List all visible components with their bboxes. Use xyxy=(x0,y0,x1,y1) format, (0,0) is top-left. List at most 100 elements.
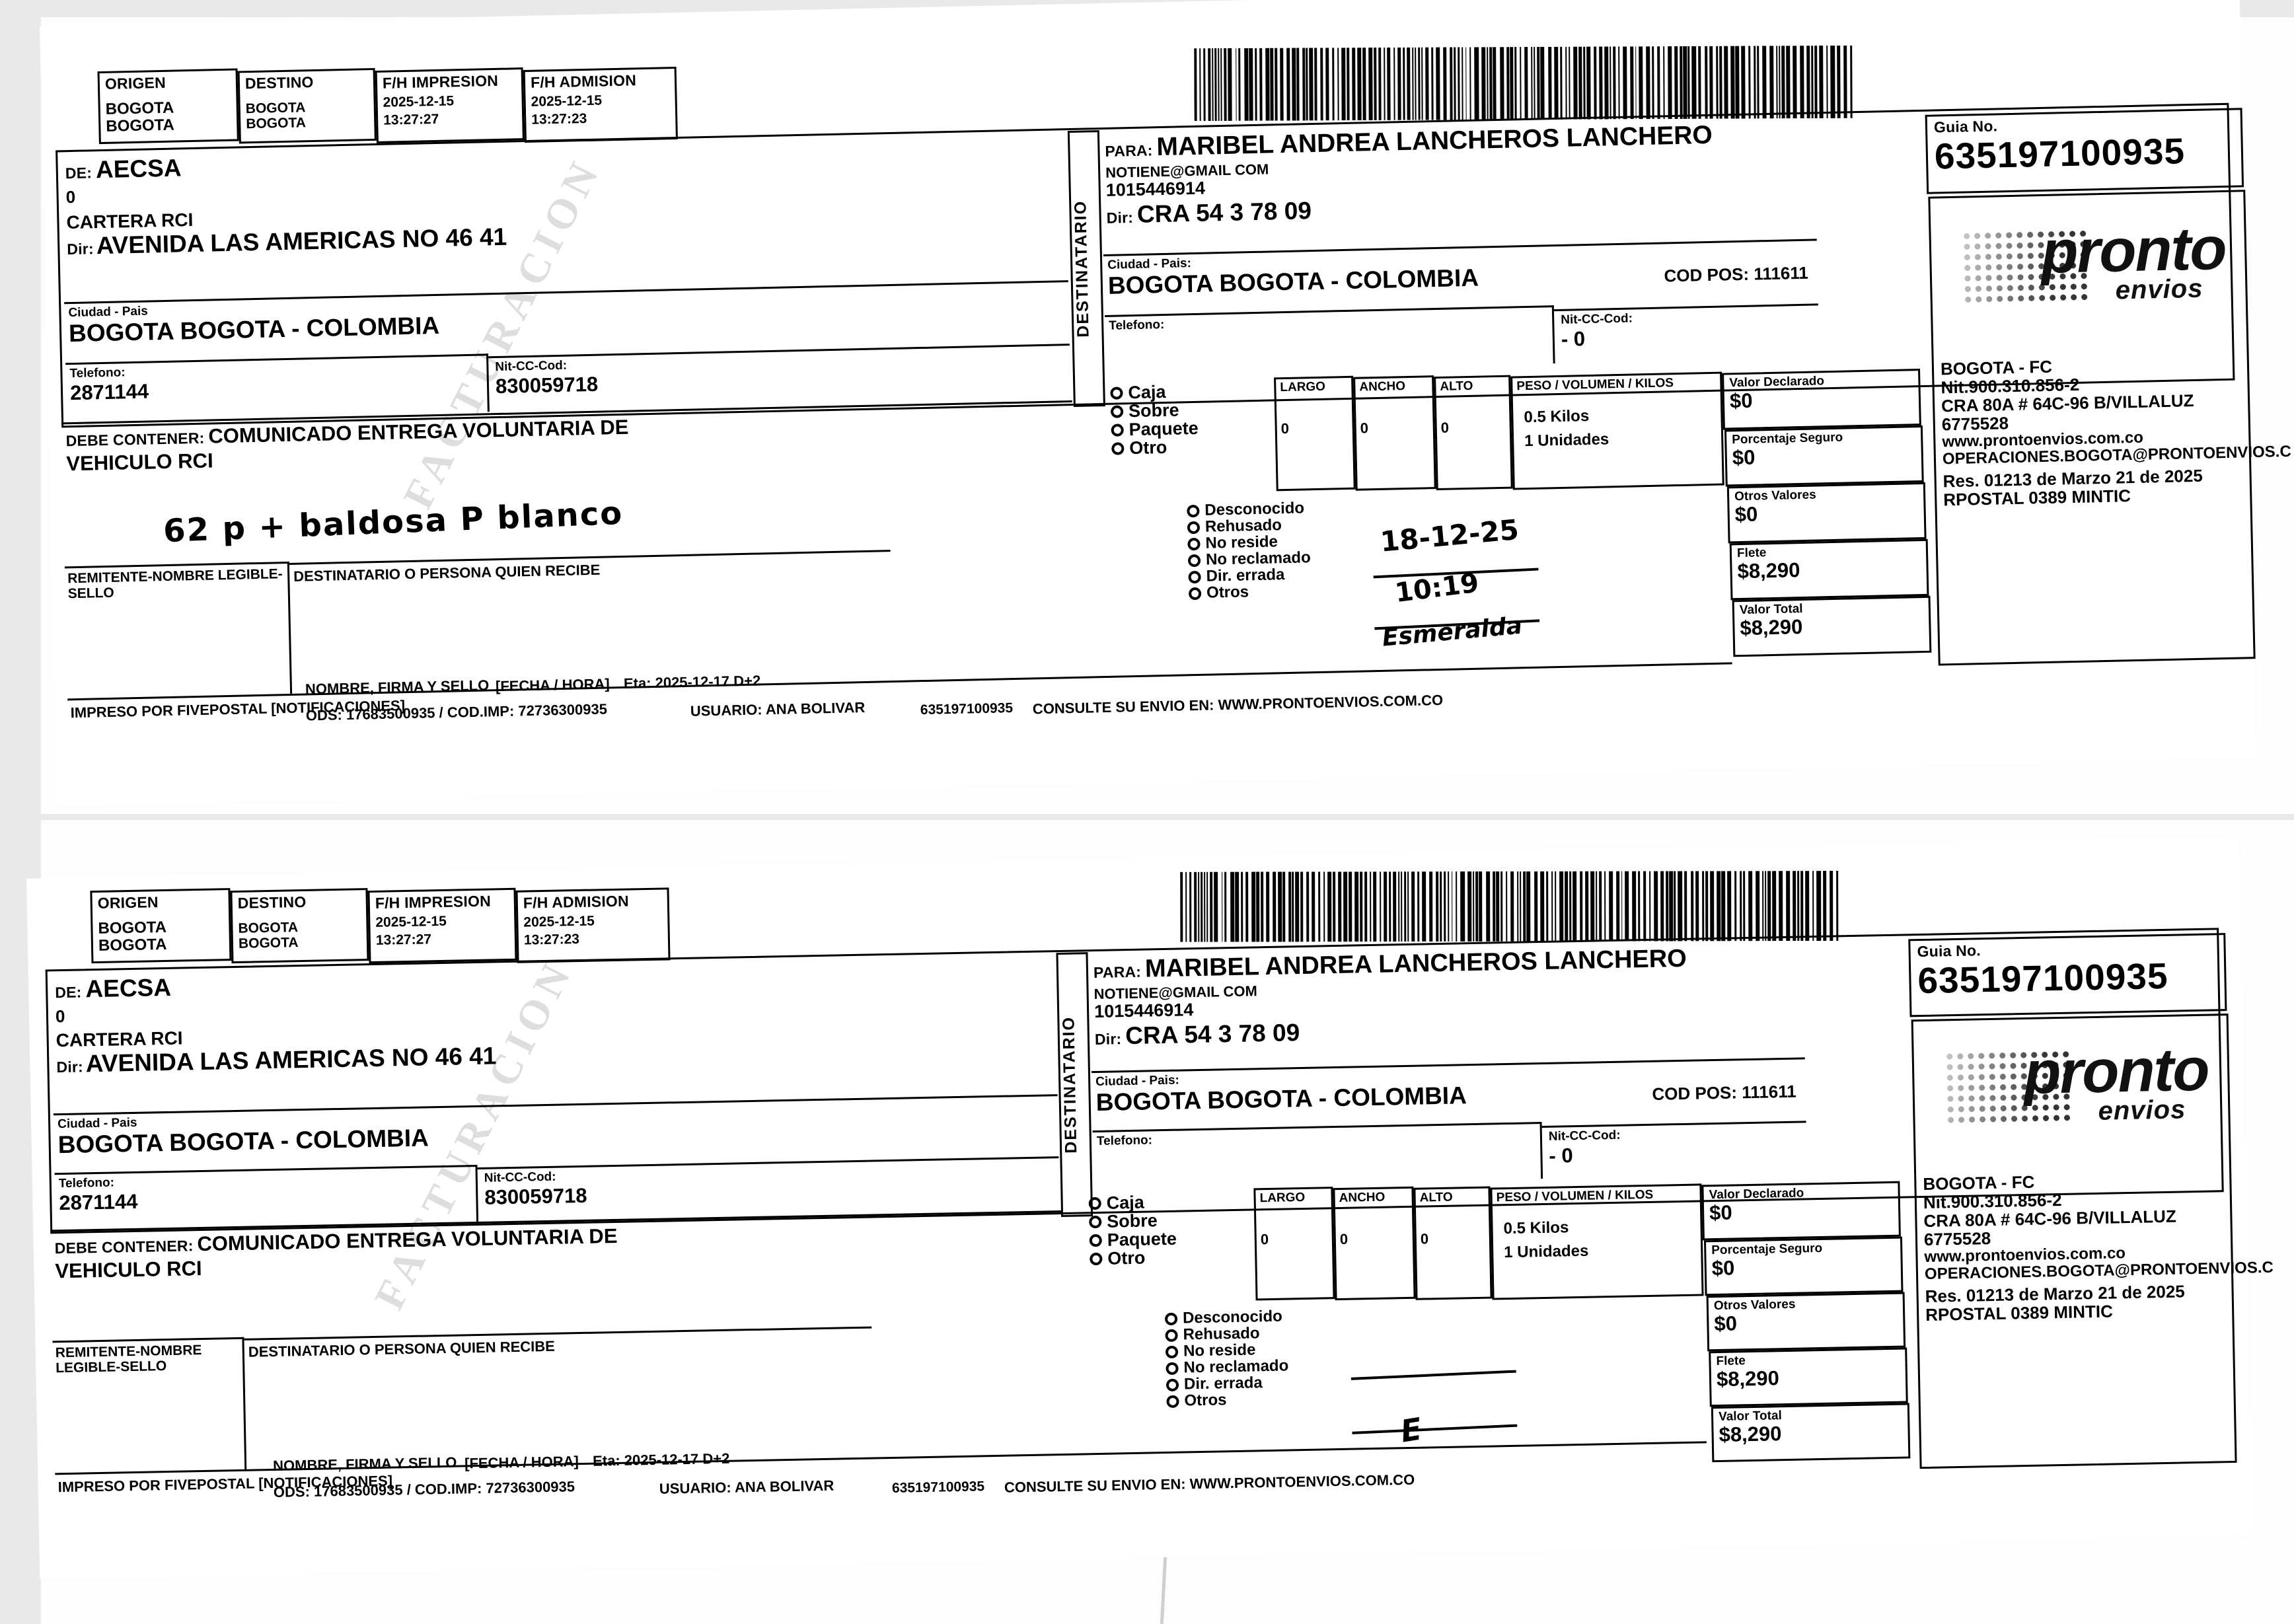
radio-icon xyxy=(1166,1378,1179,1391)
header-origen: ORIGEN BOGOTA BOGOTA xyxy=(90,888,232,964)
brand-box: pronto envios BOGOTA - FC Nit.900.310.85… xyxy=(1928,190,2291,666)
option-paquete-label: Paquete xyxy=(1107,1228,1177,1250)
option-otro-label: Otro xyxy=(1128,437,1167,459)
destinatario-dir-value: CRA 54 3 78 09 xyxy=(1136,196,1312,228)
para-label: PARA: xyxy=(1105,141,1153,160)
option-caja-label: Caja xyxy=(1106,1192,1145,1213)
radio-icon xyxy=(1111,442,1125,455)
destinatario-dir-label: Dir: xyxy=(1106,208,1134,227)
origen-value: BOGOTA BOGOTA xyxy=(98,918,167,955)
novedad-otros[interactable]: Otros xyxy=(1188,581,1387,602)
option-sobre[interactable]: Sobre xyxy=(1089,1210,1249,1232)
destinatario-ciudad-value: BOGOTA BOGOTA - COLOMBIA xyxy=(1095,1082,1467,1116)
option-sobre-label: Sobre xyxy=(1106,1210,1158,1232)
remitente-block: DE: AECSA 0 CARTERA RCI Dir: AVENIDA LAS… xyxy=(51,953,1058,1111)
destino-value: BOGOTA BOGOTA xyxy=(245,100,307,132)
footer-fecha-label: [FECHA / HORA] xyxy=(464,1453,579,1472)
option-otro-label: Otro xyxy=(1107,1247,1146,1269)
novedades-options: Desconocido Rehusado No reside No reclam… xyxy=(1164,1306,1366,1462)
otros-valores-value: $0 xyxy=(1714,1311,1738,1336)
otros-valores: Otros Valores $0 xyxy=(1726,482,1927,544)
admision-date: 2025-12-15 xyxy=(523,913,595,930)
option-otro[interactable]: Otro xyxy=(1090,1247,1249,1269)
flete: Flete $8,290 xyxy=(1729,538,1929,601)
de-value: AECSA xyxy=(85,973,172,1003)
valor-declarado: Valor Declarado $0 xyxy=(1701,1181,1901,1241)
dim-largo: LARGO 0 xyxy=(1274,375,1356,492)
option-otro[interactable]: Otro xyxy=(1111,436,1272,459)
novedad-desconocido-label: Desconocido xyxy=(1204,499,1305,519)
footer-eta: Eta: 2025-12-17 D+2 xyxy=(592,1450,730,1469)
de-label: DE: xyxy=(55,983,82,1002)
option-caja[interactable]: Caja xyxy=(1088,1192,1248,1213)
logo-dots-icon xyxy=(1961,228,2089,304)
valor-total-value: $8,290 xyxy=(1740,614,1803,640)
largo-value: 0 xyxy=(1280,420,1290,437)
novedad-otros-label: Otros xyxy=(1184,1391,1227,1410)
radio-icon xyxy=(1187,537,1201,550)
footer-firma-label: NOMBRE, FIRMA Y SELLO xyxy=(272,1454,457,1474)
flete-value: $8,290 xyxy=(1716,1366,1780,1391)
novedad-dir-errada-label: Dir. errada xyxy=(1183,1374,1263,1393)
guia-box: Guia No. 635197100935 xyxy=(1925,108,2244,194)
brand-box: pronto envios BOGOTA - FC Nit.900.310.85… xyxy=(1911,1014,2274,1469)
radio-icon xyxy=(1166,1395,1179,1408)
remitente-firma-box: REMITENTE-NOMBRE LEGIBLE-SELLO xyxy=(64,561,293,699)
alto-value: 0 xyxy=(1440,419,1450,436)
valor-total: Valor Total $8,290 xyxy=(1732,595,1932,657)
destinatario-side-tab: DESTINATARIO xyxy=(1067,130,1105,407)
remitente-firma-label: REMITENTE-NOMBRE LEGIBLE-SELLO xyxy=(55,1343,202,1376)
contener-label: DEBE CONTENER: xyxy=(65,429,205,450)
option-caja[interactable]: Caja xyxy=(1110,381,1271,402)
ancho-value: 0 xyxy=(1360,420,1369,437)
novedad-no-reclamado-label: No reclamado xyxy=(1205,548,1312,569)
radio-icon xyxy=(1090,1252,1103,1266)
option-sobre-label: Sobre xyxy=(1128,400,1179,422)
header-impresion: F/H IMPRESION 2025-12-15 13:27:27 xyxy=(367,887,517,964)
destinatario-telefono: Telefono: xyxy=(1104,305,1555,373)
novedad-otros[interactable]: Otros xyxy=(1166,1389,1364,1409)
radio-icon xyxy=(1187,504,1200,517)
destinatario-recibe-box: DESTINATARIO O PERSONA QUIEN RECIBE xyxy=(289,550,893,694)
flete: Flete $8,290 xyxy=(1709,1347,1908,1407)
novedad-dir-errada-label: Dir. errada xyxy=(1206,566,1285,585)
ancho-label: ANCHO xyxy=(1359,379,1406,394)
pronto-logo: pronto envios xyxy=(1944,1036,2210,1160)
handwriting-rule-1 xyxy=(1350,1370,1516,1380)
destinatario-recibe-label: DESTINATARIO O PERSONA QUIEN RECIBE xyxy=(248,1337,556,1360)
logo-dots-icon xyxy=(1944,1049,2071,1125)
alto-value: 0 xyxy=(1420,1230,1429,1247)
admision-label: F/H ADMISION xyxy=(530,71,637,91)
scan-edge-left xyxy=(0,0,41,1624)
radio-icon xyxy=(1111,424,1124,437)
valor-declarado-value: $0 xyxy=(1729,388,1753,413)
option-paquete[interactable]: Paquete xyxy=(1111,418,1271,439)
option-caja-label: Caja xyxy=(1128,381,1166,403)
radio-icon xyxy=(1164,1312,1178,1325)
shipping-label-copy-2: FACTURACION ORIGEN BOGOTA BOGOTA DESTINO… xyxy=(26,836,2274,1579)
scan-edge-band xyxy=(0,814,2294,820)
ancho-label: ANCHO xyxy=(1339,1190,1386,1205)
peso-value: 0.5 Kilos xyxy=(1503,1218,1569,1238)
guia-box: Guia No. 635197100935 xyxy=(1908,933,2227,1017)
radio-icon xyxy=(1088,1197,1101,1210)
destinatario-cod-pos: COD POS: 111611 xyxy=(1652,1081,1796,1104)
option-sobre[interactable]: Sobre xyxy=(1110,399,1271,422)
guia-value: 635197100935 xyxy=(1934,130,2186,177)
porcentaje-seguro: Porcentaje Seguro $0 xyxy=(1724,425,1924,487)
destinatario-side-label: DESTINATARIO xyxy=(1059,1015,1081,1154)
alto-label: ALTO xyxy=(1419,1190,1453,1205)
ancho-value: 0 xyxy=(1339,1230,1349,1247)
guia-value: 635197100935 xyxy=(1917,955,2169,1002)
radio-icon xyxy=(1188,587,1202,600)
footer-fecha-label: [FECHA / HORA] xyxy=(495,675,610,695)
header-destino: DESTINO BOGOTA BOGOTA xyxy=(237,67,377,144)
novedad-desconocido-label: Desconocido xyxy=(1182,1307,1283,1327)
footer-eta: Eta: 2025-12-17 D+2 xyxy=(623,672,761,692)
remitente-firma-box: REMITENTE-NOMBRE LEGIBLE-SELLO xyxy=(52,1337,247,1473)
impresion-time: 13:27:27 xyxy=(375,932,432,948)
footer-firma-label: NOMBRE, FIRMA Y SELLO xyxy=(305,677,490,698)
option-paquete[interactable]: Paquete xyxy=(1089,1228,1249,1250)
dim-ancho: ANCHO 0 xyxy=(1353,375,1436,491)
destino-value: BOGOTA BOGOTA xyxy=(238,920,299,951)
